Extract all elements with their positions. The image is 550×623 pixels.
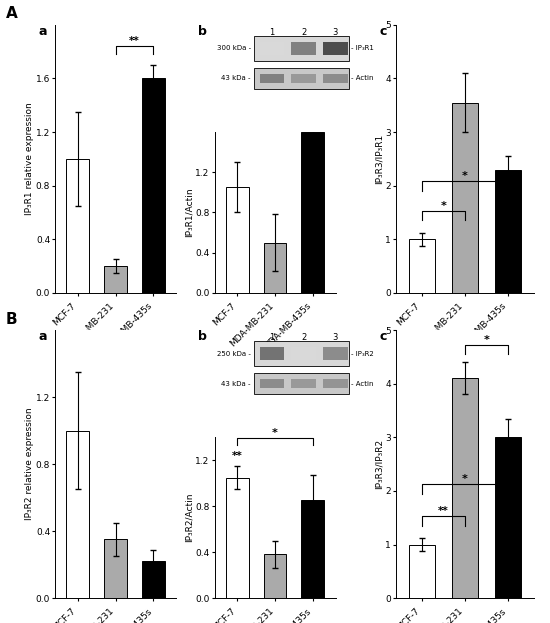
Bar (67, 159, 89, 293)
Text: - IP₃R1: - IP₃R1 (351, 45, 374, 51)
Text: *: * (483, 335, 489, 345)
Text: *: * (462, 171, 468, 181)
Bar (226, 477, 249, 598)
Text: - IP₃R2: - IP₃R2 (351, 351, 374, 356)
Bar (260, 74, 284, 83)
Text: c: c (379, 330, 387, 343)
Bar (104, 266, 127, 293)
Bar (104, 540, 127, 598)
Text: **: ** (438, 506, 449, 516)
Text: 2: 2 (301, 333, 306, 342)
Bar (301, 500, 324, 598)
Text: 43 kDa -: 43 kDa - (221, 75, 251, 82)
Bar (292, 74, 316, 83)
Text: b: b (198, 25, 207, 38)
Text: 3: 3 (333, 28, 338, 37)
Text: **: ** (232, 452, 243, 462)
Bar (254, 341, 349, 366)
Bar (292, 347, 316, 360)
Bar (254, 36, 349, 60)
Text: **: ** (129, 36, 140, 46)
Bar (409, 239, 434, 293)
Text: - Actin: - Actin (351, 75, 373, 82)
Bar (226, 188, 249, 293)
Bar (260, 347, 284, 360)
Bar (452, 378, 477, 598)
Text: b: b (198, 330, 207, 343)
Text: a: a (39, 25, 47, 38)
Bar (301, 132, 324, 293)
Text: 1: 1 (270, 333, 274, 342)
Bar (254, 373, 349, 394)
Bar (142, 78, 164, 293)
Bar (260, 379, 284, 388)
Bar (254, 68, 349, 88)
Bar (260, 42, 284, 55)
Bar (409, 545, 434, 598)
Y-axis label: IP₃R1/Actin: IP₃R1/Actin (185, 188, 194, 237)
Text: 250 kDa -: 250 kDa - (217, 351, 251, 356)
Text: A: A (6, 6, 17, 21)
Y-axis label: IP₃R1 relative expression: IP₃R1 relative expression (25, 103, 34, 215)
Y-axis label: IP₃R2 relative expression: IP₃R2 relative expression (25, 408, 34, 520)
Y-axis label: IP₃R3/IP₃R2: IP₃R3/IP₃R2 (375, 439, 384, 489)
Text: 300 kDa -: 300 kDa - (217, 45, 251, 51)
Bar (67, 430, 89, 598)
Bar (263, 554, 287, 598)
Bar (323, 74, 348, 83)
Bar (323, 379, 348, 388)
Bar (292, 42, 316, 55)
Text: 43 kDa -: 43 kDa - (221, 381, 251, 387)
Text: - Actin: - Actin (351, 381, 373, 387)
Text: *: * (441, 201, 446, 211)
Text: 2: 2 (301, 28, 306, 37)
Bar (292, 379, 316, 388)
Text: *: * (462, 474, 468, 484)
Bar (263, 242, 287, 293)
Bar (323, 42, 348, 55)
Text: 3: 3 (333, 333, 338, 342)
Bar (142, 561, 164, 598)
Text: c: c (379, 25, 387, 38)
Bar (452, 103, 477, 293)
Text: *: * (272, 429, 278, 439)
Bar (323, 347, 348, 360)
Y-axis label: IP₃R3/IP₃R1: IP₃R3/IP₃R1 (375, 134, 384, 184)
Text: 1: 1 (270, 28, 274, 37)
Bar (495, 437, 521, 598)
Y-axis label: IP₃R2/Actin: IP₃R2/Actin (185, 493, 194, 543)
Text: a: a (39, 330, 47, 343)
Bar (495, 169, 521, 293)
Text: B: B (6, 312, 17, 326)
